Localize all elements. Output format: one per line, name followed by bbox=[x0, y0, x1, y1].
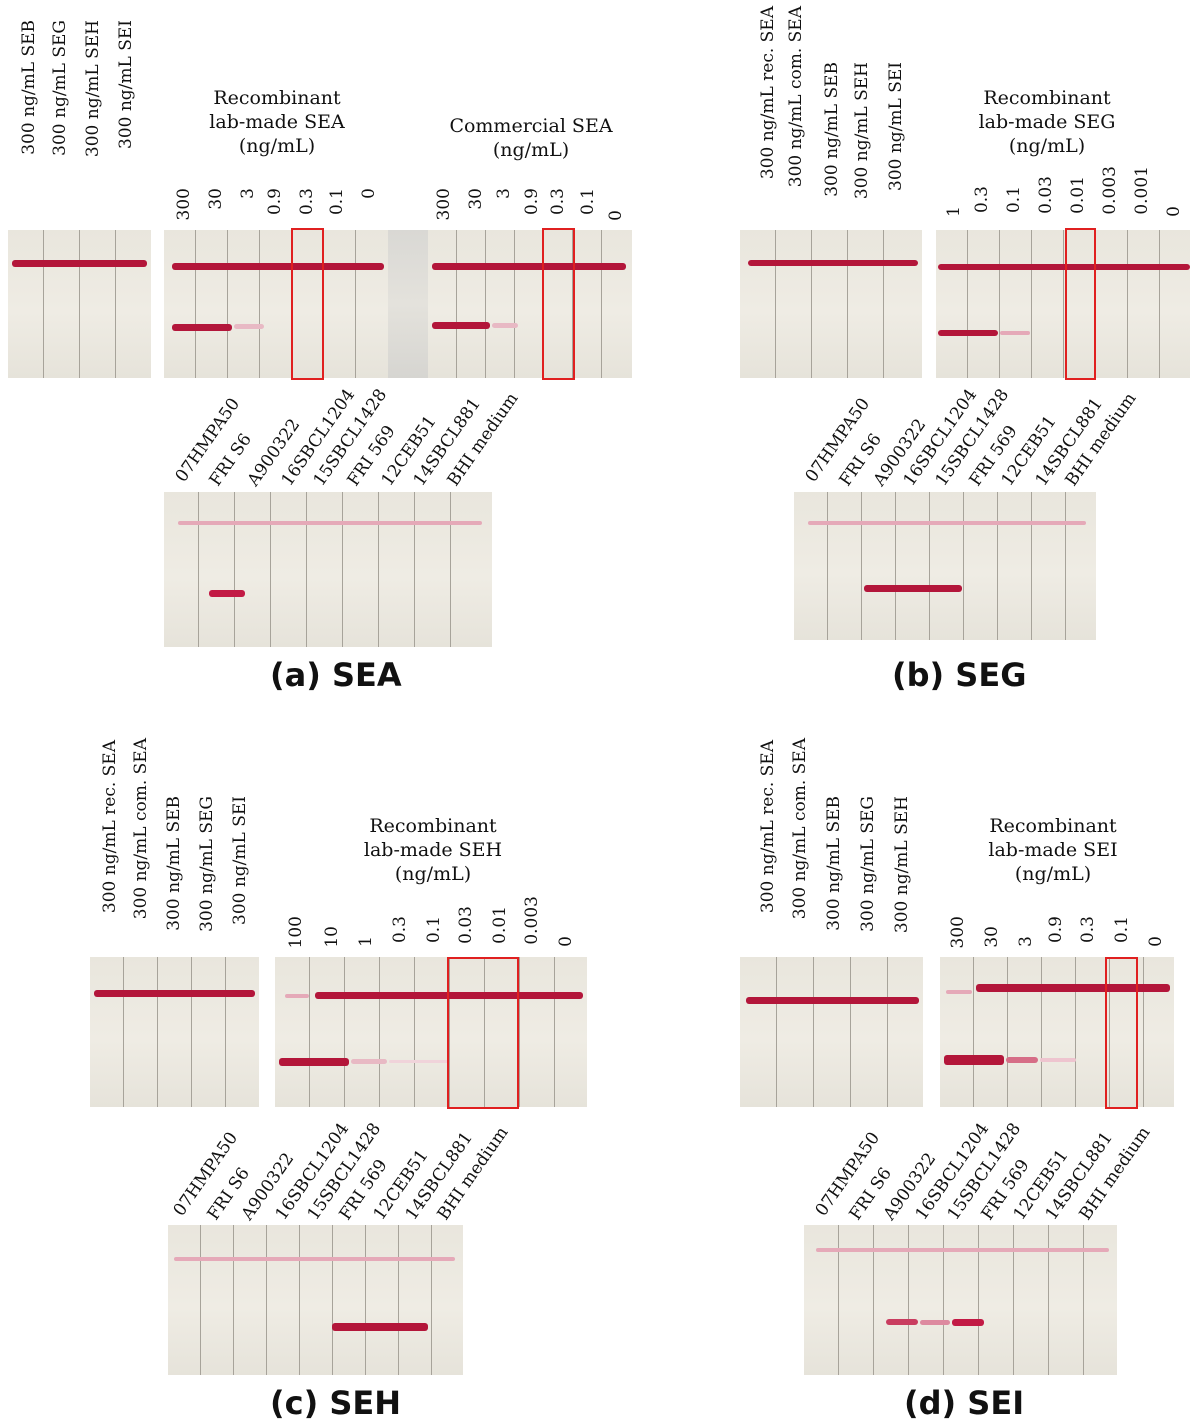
conc-label: 0.01 bbox=[490, 906, 510, 944]
commercial-sea-strips-photo bbox=[428, 230, 632, 378]
conc-label: 0 bbox=[556, 936, 576, 947]
conc-label: 3 bbox=[1016, 936, 1036, 947]
detection-limit-box bbox=[1105, 957, 1138, 1109]
cross-reactivity-strips-photo bbox=[740, 957, 923, 1107]
cross-label: 300 ng/mL SEB bbox=[19, 20, 39, 155]
panel-c-caption: (c) SEH bbox=[270, 1384, 402, 1422]
cross-label: 300 ng/mL com. SEA bbox=[790, 738, 810, 920]
recombinant-sea-title: Recombinant lab-made SEA (ng/mL) bbox=[209, 87, 345, 157]
conc-label: 0.3 bbox=[1078, 916, 1098, 944]
strains-strips-photo bbox=[168, 1225, 463, 1375]
cross-label: 300 ng/mL SEI bbox=[230, 796, 250, 925]
strains-strips-photo bbox=[164, 492, 492, 647]
conc-label: 0.1 bbox=[424, 916, 444, 944]
conc-label: 1 bbox=[944, 206, 964, 217]
cross-label: 300 ng/mL SEI bbox=[116, 20, 136, 149]
strains-strips-photo bbox=[804, 1225, 1117, 1375]
cross-reactivity-strips-photo bbox=[90, 957, 259, 1107]
cross-label: 300 ng/mL SEB bbox=[164, 796, 184, 931]
recombinant-seg-strips-photo bbox=[936, 230, 1190, 378]
cross-reactivity-strips-photo bbox=[8, 230, 151, 378]
conc-label: 0 bbox=[1146, 936, 1166, 947]
recombinant-seg-title: Recombinant lab-made SEG (ng/mL) bbox=[978, 87, 1116, 157]
recombinant-sei-strips-photo bbox=[940, 957, 1174, 1107]
cross-label: 300 ng/mL rec. SEA bbox=[758, 6, 778, 180]
conc-label: 30 bbox=[982, 926, 1002, 948]
conc-label: 0.3 bbox=[972, 186, 992, 214]
cross-reactivity-strips-photo bbox=[740, 230, 922, 378]
conc-label: 3 bbox=[238, 188, 258, 199]
cross-label: 300 ng/mL com. SEA bbox=[131, 738, 151, 920]
conc-label: 0.03 bbox=[456, 906, 476, 944]
conc-label: 300 bbox=[174, 188, 194, 221]
conc-label: 0.9 bbox=[265, 188, 285, 216]
cross-label: 300 ng/mL SEG bbox=[197, 796, 217, 932]
conc-label: 30 bbox=[206, 188, 226, 210]
conc-label: 0.03 bbox=[1036, 176, 1056, 214]
conc-label: 0.3 bbox=[390, 916, 410, 944]
conc-label: 0 bbox=[606, 210, 626, 221]
recombinant-seh-title: Recombinant lab-made SEH (ng/mL) bbox=[363, 815, 503, 885]
conc-label: 0.3 bbox=[297, 188, 317, 216]
photo-gap bbox=[388, 230, 428, 378]
conc-label: 0 bbox=[1164, 206, 1184, 217]
conc-label: 0.9 bbox=[1046, 916, 1066, 944]
cross-label: 300 ng/mL com. SEA bbox=[786, 6, 806, 188]
cross-label: 300 ng/mL SEG bbox=[858, 796, 878, 932]
conc-label: 30 bbox=[466, 188, 486, 210]
cross-label: 300 ng/mL SEI bbox=[886, 62, 906, 191]
conc-label: 3 bbox=[494, 188, 514, 199]
conc-label: 0.1 bbox=[327, 188, 347, 216]
conc-label: 0.001 bbox=[1132, 166, 1152, 215]
cross-label: 300 ng/mL SEH bbox=[83, 20, 103, 158]
cross-label: 300 ng/mL rec. SEA bbox=[758, 740, 778, 914]
commercial-sea-title: Commercial SEA (ng/mL) bbox=[449, 115, 613, 161]
detection-limit-box bbox=[447, 957, 519, 1109]
conc-label: 0.1 bbox=[578, 188, 598, 216]
conc-label: 0 bbox=[359, 188, 379, 199]
cross-label: 300 ng/mL SEB bbox=[824, 796, 844, 931]
conc-label: 300 bbox=[948, 916, 968, 949]
detection-limit-box bbox=[542, 228, 575, 380]
conc-label: 0.3 bbox=[548, 188, 568, 216]
cross-label: 300 ng/mL SEH bbox=[892, 796, 912, 934]
cross-label: 300 ng/mL SEH bbox=[852, 62, 872, 200]
panel-d-caption: (d) SEI bbox=[904, 1384, 1025, 1422]
conc-label: 100 bbox=[286, 916, 306, 949]
cross-label: 300 ng/mL SEB bbox=[822, 62, 842, 197]
conc-label: 0.1 bbox=[1004, 186, 1024, 214]
conc-label: 0.003 bbox=[1100, 166, 1120, 215]
recombinant-seh-strips-photo bbox=[275, 957, 587, 1107]
detection-limit-box bbox=[1065, 228, 1096, 380]
cross-label: 300 ng/mL SEG bbox=[50, 20, 70, 156]
conc-label: 0.003 bbox=[522, 896, 542, 945]
panel-b-caption: (b) SEG bbox=[892, 656, 1027, 694]
conc-label: 10 bbox=[322, 926, 342, 948]
recombinant-sei-title: Recombinant lab-made SEI (ng/mL) bbox=[988, 815, 1118, 885]
conc-label: 0.01 bbox=[1068, 176, 1088, 214]
detection-limit-box bbox=[291, 228, 324, 380]
conc-label: 300 bbox=[434, 188, 454, 221]
strains-strips-photo bbox=[794, 492, 1096, 640]
conc-label: 1 bbox=[356, 936, 376, 947]
conc-label: 0.9 bbox=[522, 188, 542, 216]
cross-label: 300 ng/mL rec. SEA bbox=[100, 740, 120, 914]
recombinant-sea-strips-photo bbox=[164, 230, 388, 378]
panel-a-caption: (a) SEA bbox=[270, 656, 402, 694]
conc-label: 0.1 bbox=[1112, 916, 1132, 944]
